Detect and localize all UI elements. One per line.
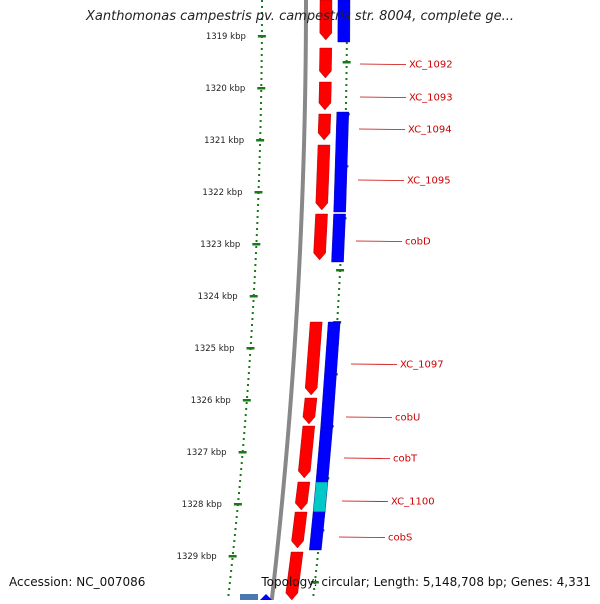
gene-label-layer: XC_1092 XC_1093 XC_1094 XC_1095 cobD XC_1097c… [338,60,453,544]
gene-label[interactable]: cobU [395,413,420,424]
tick-label: 1328 kbp [182,500,222,510]
accession-text: Accession: NC_007086 [9,575,146,589]
tick-label: 1327 kbp [187,448,227,458]
gene-feature-reverse[interactable] [337,0,351,43]
backbone [269,0,308,601]
gene-feature-forward[interactable] [319,47,333,79]
gene-label[interactable]: XC_1097 [400,360,444,371]
tick-label: 1323 kbp [200,240,240,250]
gene-feature-partial[interactable] [240,594,258,600]
gene-feature-forward[interactable] [291,511,308,549]
gene-label[interactable]: XC_1100 [391,497,435,508]
gene-feature-forward[interactable] [295,481,311,511]
tick-ring-inner: 1319 kbp 1320 kbp 1321 kbp 1322 kbp 1323 kbp… [177,0,266,602]
gene-feature-forward[interactable] [298,425,316,479]
gene-feature-forward[interactable] [318,81,332,111]
tick-label: 1326 kbp [191,396,231,406]
gene-feature-reverse[interactable] [333,111,350,213]
gene-feature-forward[interactable] [304,321,323,396]
tick-label: 1320 kbp [205,84,245,94]
tick-label: 1325 kbp [194,344,234,354]
gene-feature-forward[interactable] [315,144,331,211]
gene-feature-forward[interactable] [285,551,304,601]
gene-feature-forward[interactable] [313,213,328,261]
gene-label[interactable]: XC_1094 [408,125,452,136]
map-title: Xanthomonas campestris pv. campestris st… [86,9,514,24]
tick-label: 1321 kbp [204,136,244,146]
gene-feature-highlight[interactable] [312,481,329,513]
gene-feature-forward[interactable] [302,397,318,425]
gene-label[interactable]: XC_1092 [409,60,453,71]
gene-label[interactable]: cobS [388,533,412,544]
gene-label[interactable]: XC_1095 [407,176,451,187]
gene-label[interactable]: cobD [405,237,431,248]
feature-track [240,0,351,601]
tick-label: 1324 kbp [198,292,238,302]
tick-label: 1329 kbp [177,552,217,562]
gene-feature-forward[interactable] [319,0,333,41]
gene-feature-partial-arrow[interactable] [260,594,272,600]
gene-feature-forward[interactable] [317,113,332,141]
gene-label[interactable]: cobT [393,454,418,465]
tick-label: 1322 kbp [202,188,242,198]
gene-feature-reverse[interactable] [331,213,346,263]
gene-label[interactable]: XC_1093 [409,93,453,104]
gene-feature-reverse[interactable] [309,511,326,551]
topology-summary: Topology: circular; Length: 5,148,708 bp… [261,575,591,589]
tick-label: 1319 kbp [206,32,246,42]
gene-feature-reverse[interactable] [315,427,333,483]
